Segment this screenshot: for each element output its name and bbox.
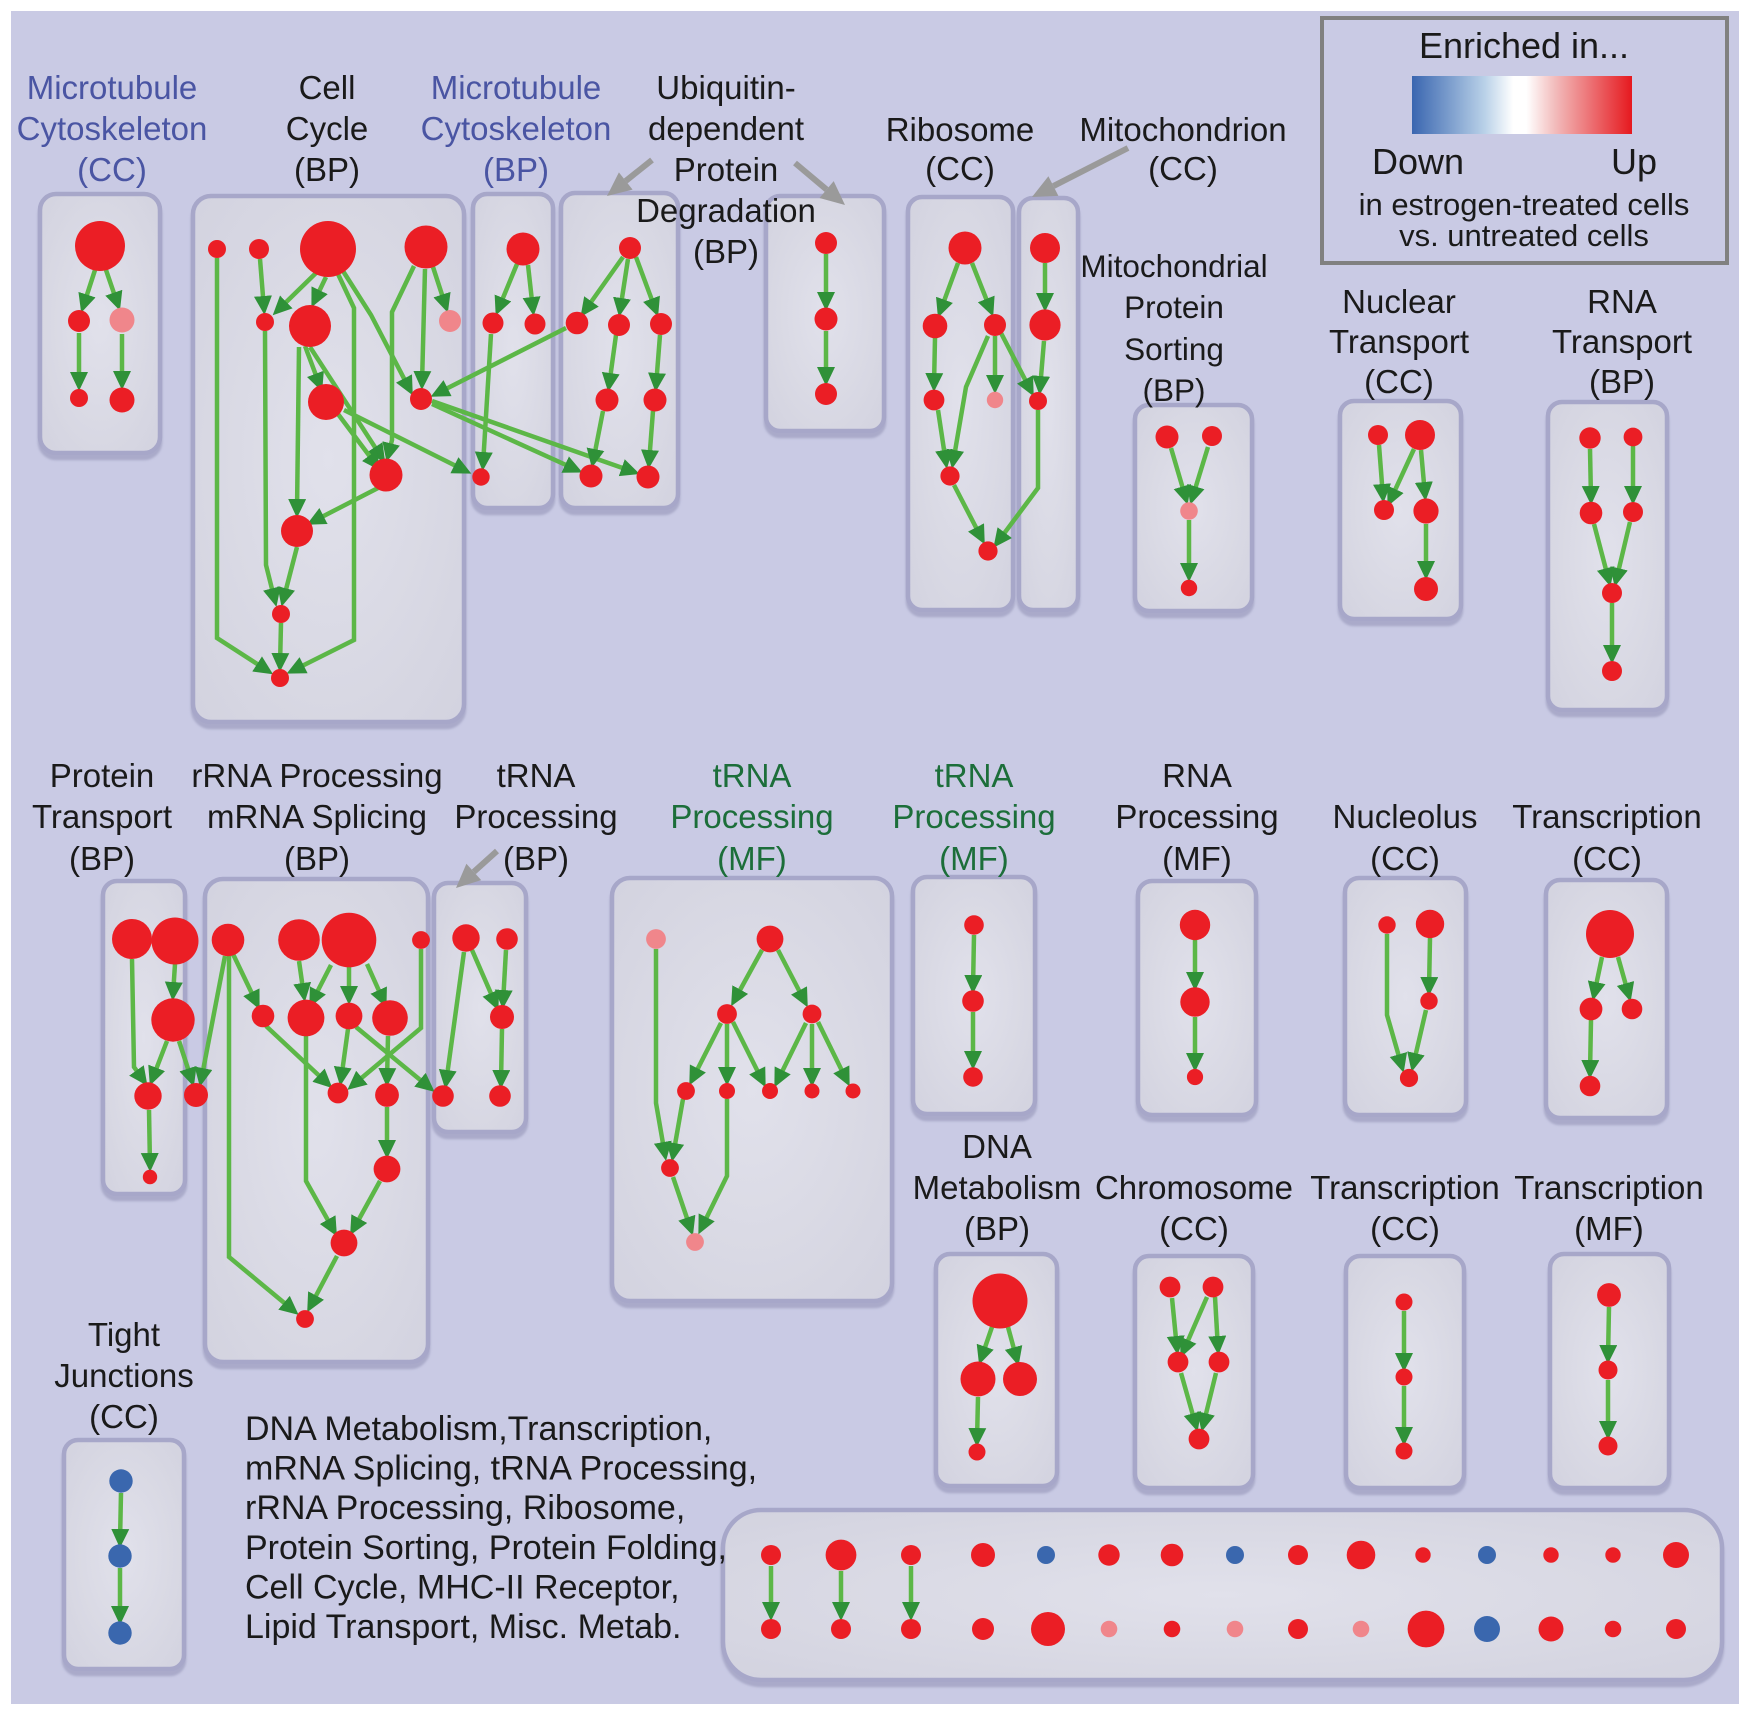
svg-text:Transcription: Transcription — [1512, 798, 1702, 835]
svg-text:(BP): (BP) — [483, 151, 549, 188]
svg-text:Protein: Protein — [1124, 289, 1224, 325]
svg-text:Transport: Transport — [32, 798, 172, 835]
svg-text:(BP): (BP) — [294, 151, 360, 188]
svg-text:(CC): (CC) — [1370, 1210, 1440, 1247]
svg-text:(CC): (CC) — [77, 151, 147, 188]
svg-text:RNA: RNA — [1162, 757, 1232, 794]
svg-text:Mitochondrion: Mitochondrion — [1079, 111, 1286, 148]
svg-text:(MF): (MF) — [939, 840, 1009, 877]
svg-text:(MF): (MF) — [717, 840, 787, 877]
svg-text:Transcription: Transcription — [1310, 1169, 1500, 1206]
svg-text:Degradation: Degradation — [636, 192, 816, 229]
svg-text:Tight: Tight — [88, 1316, 160, 1353]
svg-text:Down: Down — [1372, 141, 1464, 182]
svg-text:(CC): (CC) — [1148, 150, 1218, 187]
svg-text:Enriched in...: Enriched in... — [1419, 25, 1629, 66]
svg-text:(CC): (CC) — [1370, 840, 1440, 877]
svg-text:mRNA Splicing: mRNA Splicing — [207, 798, 427, 835]
svg-text:vs. untreated cells: vs. untreated cells — [1399, 218, 1649, 253]
svg-text:(CC): (CC) — [89, 1398, 159, 1435]
svg-text:rRNA Processing: rRNA Processing — [191, 757, 442, 794]
svg-text:Nucleolus: Nucleolus — [1333, 798, 1478, 835]
svg-text:Up: Up — [1611, 141, 1657, 182]
svg-text:(BP): (BP) — [284, 840, 350, 877]
svg-text:Transport: Transport — [1552, 323, 1692, 360]
svg-text:Cytoskeleton: Cytoskeleton — [421, 110, 612, 147]
svg-text:(MF): (MF) — [1574, 1210, 1644, 1247]
svg-text:Cell Cycle, MHC-II Receptor,: Cell Cycle, MHC-II Receptor, — [245, 1568, 680, 1606]
svg-text:RNA: RNA — [1587, 283, 1657, 320]
svg-text:Protein Sorting, Protein Foldi: Protein Sorting, Protein Folding, — [245, 1529, 727, 1567]
svg-text:Lipid Transport, Misc. Metab.: Lipid Transport, Misc. Metab. — [245, 1608, 682, 1646]
svg-text:Processing: Processing — [892, 798, 1055, 835]
svg-text:Processing: Processing — [1115, 798, 1278, 835]
svg-text:Ubiquitin-: Ubiquitin- — [656, 69, 795, 106]
svg-text:Protein: Protein — [674, 151, 779, 188]
svg-text:DNA: DNA — [962, 1128, 1032, 1165]
svg-text:(BP): (BP) — [1143, 372, 1206, 408]
svg-text:Ribosome: Ribosome — [886, 111, 1035, 148]
svg-text:Metabolism: Metabolism — [913, 1169, 1082, 1206]
svg-text:Processing: Processing — [454, 798, 617, 835]
svg-text:Cytoskeleton: Cytoskeleton — [17, 110, 208, 147]
svg-text:tRNA: tRNA — [935, 757, 1014, 794]
svg-text:(BP): (BP) — [693, 233, 759, 270]
svg-text:in estrogen-treated cells: in estrogen-treated cells — [1359, 187, 1690, 222]
svg-text:(CC): (CC) — [1572, 840, 1642, 877]
svg-text:Nuclear: Nuclear — [1342, 283, 1456, 320]
svg-text:Microtubule: Microtubule — [431, 69, 602, 106]
svg-text:tRNA: tRNA — [497, 757, 576, 794]
svg-text:Junctions: Junctions — [54, 1357, 193, 1394]
svg-text:mRNA Splicing, tRNA Processing: mRNA Splicing, tRNA Processing, — [245, 1450, 757, 1488]
svg-text:(MF): (MF) — [1162, 840, 1232, 877]
svg-text:(BP): (BP) — [503, 840, 569, 877]
svg-text:Chromosome: Chromosome — [1095, 1169, 1293, 1206]
svg-text:(CC): (CC) — [1364, 363, 1434, 400]
svg-text:Sorting: Sorting — [1124, 331, 1224, 367]
svg-text:rRNA Processing, Ribosome,: rRNA Processing, Ribosome, — [245, 1489, 685, 1527]
svg-text:Protein: Protein — [50, 757, 155, 794]
svg-text:Transport: Transport — [1329, 323, 1469, 360]
svg-text:(CC): (CC) — [1159, 1210, 1229, 1247]
svg-text:DNA Metabolism,Transcription,: DNA Metabolism,Transcription, — [245, 1410, 712, 1448]
svg-text:Cycle: Cycle — [286, 110, 369, 147]
svg-text:Processing: Processing — [670, 798, 833, 835]
svg-text:(CC): (CC) — [925, 150, 995, 187]
svg-text:(BP): (BP) — [964, 1210, 1030, 1247]
svg-text:(BP): (BP) — [69, 840, 135, 877]
svg-text:Cell: Cell — [299, 69, 356, 106]
svg-text:Mitochondrial: Mitochondrial — [1080, 248, 1267, 284]
svg-text:tRNA: tRNA — [713, 757, 792, 794]
svg-text:dependent: dependent — [648, 110, 804, 147]
svg-text:Transcription: Transcription — [1514, 1169, 1704, 1206]
svg-text:(BP): (BP) — [1589, 363, 1655, 400]
svg-text:Microtubule: Microtubule — [27, 69, 198, 106]
